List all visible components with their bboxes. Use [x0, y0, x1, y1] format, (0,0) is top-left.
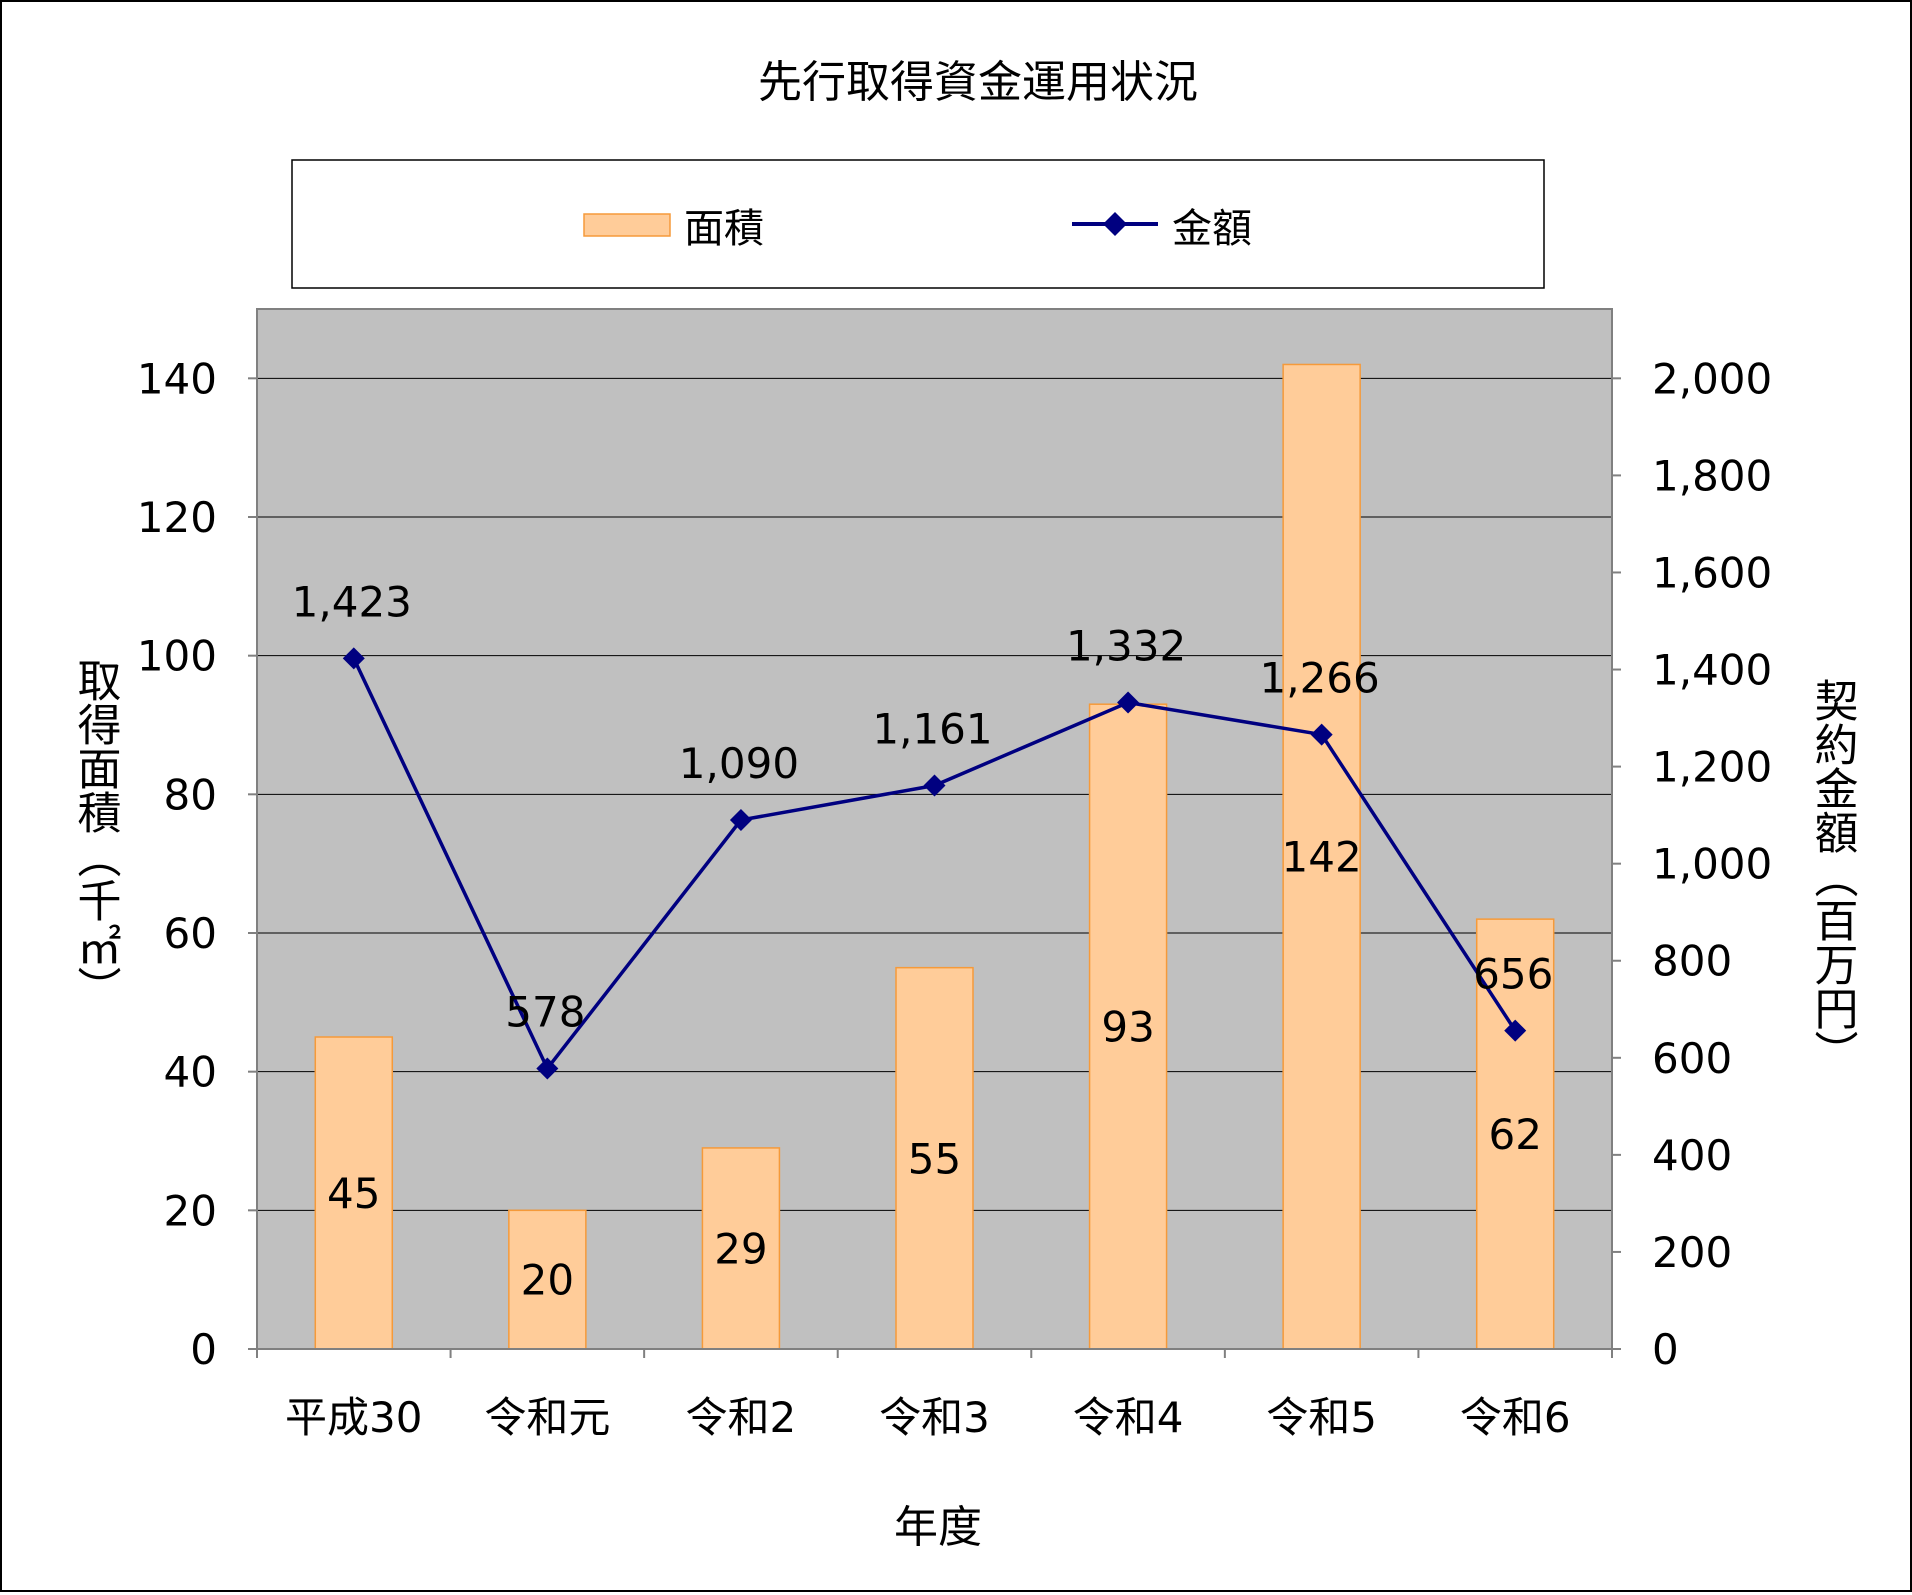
y-right-tick-label: 400 — [1652, 1131, 1732, 1180]
x-tick-label: 令和5 — [1266, 1393, 1377, 1442]
x-tick-label: 令和4 — [1073, 1393, 1184, 1442]
bar — [314, 1036, 394, 1350]
y-right-tick-label: 1,600 — [1652, 548, 1772, 597]
bar — [701, 1147, 781, 1350]
bar-data-label: 55 — [908, 1134, 961, 1183]
y-left-tick-label: 60 — [164, 909, 217, 958]
line-data-label: 656 — [1473, 950, 1553, 999]
y-right-tick-label: 2,000 — [1652, 354, 1772, 403]
line-marker — [342, 647, 365, 670]
y-right-tick-label: 1,800 — [1652, 451, 1772, 500]
legend-bar-label: 面積 — [684, 206, 764, 252]
y-right-tick-label: 800 — [1652, 937, 1732, 986]
bar-data-label: 62 — [1488, 1110, 1541, 1159]
bar — [895, 966, 974, 1350]
data-labels: 45 20 29 55 93 142 62 1,423 578 1,090 1,161 1,332 1,… — [292, 577, 1554, 1304]
x-axis-label: 年度 — [894, 1502, 982, 1553]
legend-bar-swatch — [583, 213, 671, 237]
bar — [1282, 363, 1361, 1350]
line-data-label: 578 — [505, 987, 585, 1036]
y-right-tick-label: 1,000 — [1652, 840, 1772, 889]
bar-data-label: 93 — [1101, 1003, 1154, 1052]
axes — [248, 309, 1621, 1358]
legend-line-marker — [1103, 212, 1127, 236]
y-left-tick-label: 40 — [164, 1048, 217, 1097]
y-left-tick-label: 100 — [137, 632, 217, 681]
x-tick-label: 平成30 — [285, 1393, 422, 1442]
line-marker — [729, 808, 752, 831]
line-data-label: 1,161 — [872, 705, 992, 754]
legend: 面積 金額 — [291, 159, 1545, 289]
bar-data-label: 29 — [714, 1224, 767, 1273]
y-left-tick-label: 80 — [164, 770, 217, 819]
y-left-tick-label: 20 — [164, 1186, 217, 1235]
bar-data-label: 142 — [1282, 833, 1362, 882]
line-series — [342, 647, 1527, 1080]
y-axis-left-label: 取得面積（千㎡） — [70, 658, 122, 1010]
y-right-tick-label: 600 — [1652, 1034, 1732, 1083]
bar-series — [314, 363, 1555, 1350]
line-data-label: 1,090 — [679, 739, 799, 788]
line-data-label: 1,332 — [1066, 622, 1186, 671]
y-left-tick-label: 120 — [137, 493, 217, 542]
y-left-tick-label: 0 — [190, 1325, 217, 1374]
line-data-label: 1,266 — [1260, 654, 1380, 703]
x-tick-label: 令和元 — [484, 1393, 610, 1442]
bar-data-label: 45 — [327, 1169, 380, 1218]
line-marker — [536, 1057, 559, 1080]
y-right-tick-label: 1,200 — [1652, 743, 1772, 792]
line-marker — [1310, 723, 1333, 746]
bar — [1088, 703, 1168, 1350]
y-right-tick-label: 1,400 — [1652, 646, 1772, 695]
y-axis-right-label: 契約金額（百万円） — [1807, 678, 1858, 1074]
chart-title: 先行取得資金運用状況 — [758, 57, 1198, 108]
legend-line-label: 金額 — [1172, 206, 1252, 252]
x-tick-label: 令和6 — [1460, 1393, 1571, 1442]
bar-data-label: 20 — [521, 1256, 574, 1305]
tick-labels: 0 20 40 60 80 100 120 140 0 200 400 600 800 1,000 1,20… — [137, 354, 1772, 1442]
legend-box — [291, 159, 1545, 289]
line-marker — [923, 774, 946, 797]
bar — [508, 1209, 587, 1350]
line-marker — [1117, 691, 1140, 714]
x-tick-label: 令和2 — [686, 1393, 797, 1442]
y-left-tick-label: 140 — [137, 354, 217, 403]
line-data-label: 1,423 — [292, 577, 412, 626]
y-right-tick-label: 200 — [1652, 1228, 1732, 1277]
x-tick-label: 令和3 — [879, 1393, 990, 1442]
y-right-tick-label: 0 — [1652, 1325, 1679, 1374]
